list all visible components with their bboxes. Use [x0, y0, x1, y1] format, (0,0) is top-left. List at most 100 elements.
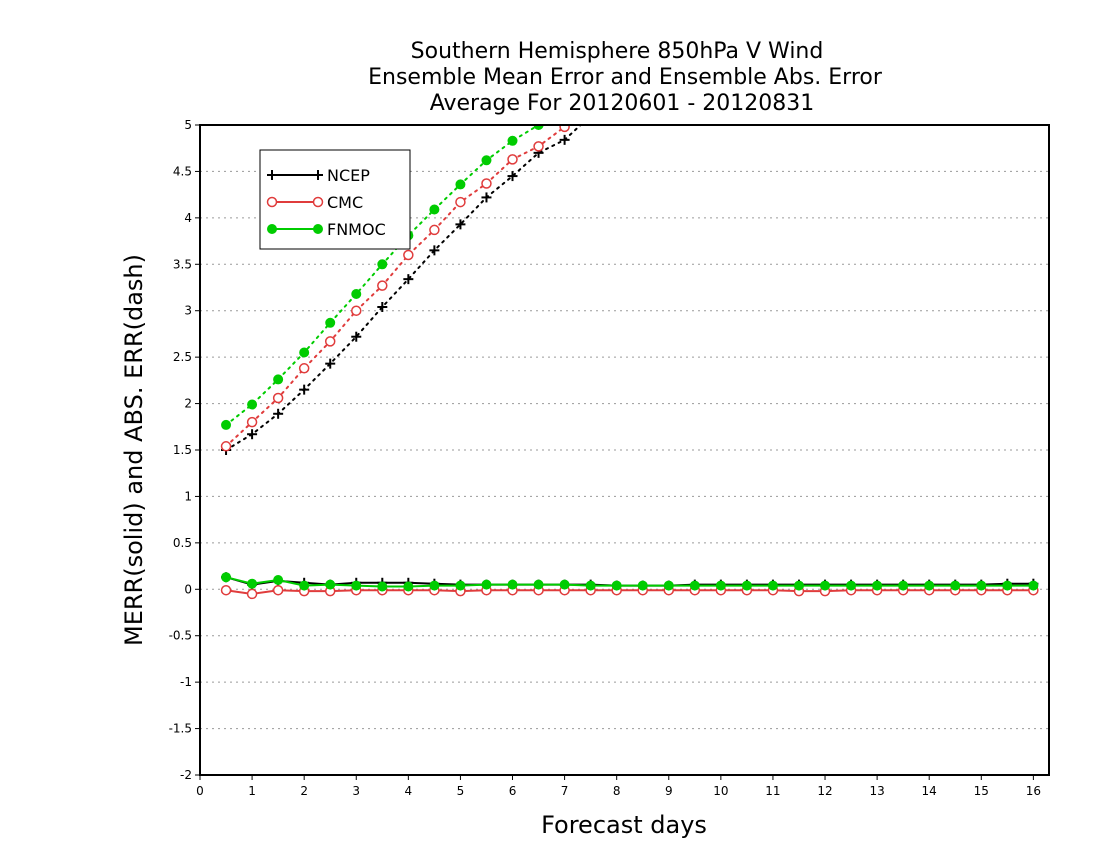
title-line-2: Ensemble Mean Error and Ensemble Abs. Er… — [368, 65, 883, 90]
cmc-mean-error-point — [220, 584, 232, 596]
fnmoc-mean-error-point — [273, 575, 284, 585]
cmc-abs-error-point — [324, 336, 336, 347]
cmc-abs-error-point — [246, 416, 258, 428]
y-tick-label: 1 — [184, 489, 192, 503]
x-tick-label: 0 — [196, 784, 204, 798]
legend-fnmoc-marker — [267, 224, 277, 234]
y-tick-label: -0.5 — [169, 629, 192, 643]
fnmoc-mean-error-point — [455, 580, 466, 591]
cmc-abs-error-point — [455, 196, 466, 208]
y-tick-label: 0 — [184, 582, 192, 596]
legend-fnmoc-marker — [313, 224, 323, 234]
y-tick-label: -1 — [180, 675, 192, 689]
fnmoc-mean-error-point — [221, 572, 232, 583]
fnmoc-mean-error-point — [637, 580, 648, 591]
fnmoc-mean-error-point — [377, 581, 388, 592]
y-tick-label: 1.5 — [173, 443, 192, 457]
fnmoc-mean-error-point — [924, 580, 935, 591]
legend-ncep-label: NCEP — [327, 166, 370, 185]
cmc-abs-error-point — [559, 125, 570, 133]
ncep-abs-error-point — [403, 274, 414, 285]
fnmoc-mean-error-point — [403, 581, 414, 592]
ncep-abs-error-point — [716, 0, 726, 9]
y-axis-ticks: 5 4.5 4 3.5 3 2.5 2 1.5 1 0.5 0 -0.5 -1 -1.5 -2 — [169, 118, 200, 782]
x-tick-label: 6 — [509, 784, 517, 798]
fnmoc-mean-error-point — [793, 580, 804, 591]
x-tick-label: 4 — [405, 784, 413, 798]
y-tick-label: 4.5 — [173, 164, 192, 178]
y-axis-label: MERR(solid) and ABS. ERR(dash) — [120, 254, 148, 646]
y-tick-label: 2.5 — [173, 350, 192, 364]
ncep-abs-error-point — [377, 302, 388, 312]
x-tick-label: 7 — [561, 784, 569, 798]
cmc-abs-error-point — [220, 441, 232, 452]
fnmoc-mean-error-point — [898, 580, 909, 591]
x-tick-label: 10 — [713, 784, 728, 798]
cmc-abs-error-point — [481, 178, 492, 189]
x-tick-label: 9 — [665, 784, 673, 798]
x-tick-label: 15 — [974, 784, 989, 798]
fnmoc-mean-error-point — [950, 580, 961, 591]
cmc-abs-error-point — [351, 305, 362, 316]
fnmoc-mean-error-point — [585, 580, 596, 591]
legend-cmc-marker — [266, 196, 278, 208]
fnmoc-abs-error-point — [351, 289, 362, 299]
ncep-abs-error-point — [351, 331, 362, 342]
fnmoc-abs-error-point — [455, 179, 466, 190]
cmc-abs-error-point — [403, 249, 414, 261]
legend-ncep-marker — [313, 170, 323, 180]
legend-ncep-marker — [267, 170, 277, 180]
fnmoc-mean-error-point — [429, 580, 440, 591]
y-tick-label: -2 — [180, 768, 192, 782]
y-tick-label: 0.5 — [173, 536, 192, 550]
x-tick-label: 3 — [352, 784, 360, 798]
fnmoc-mean-error-point — [533, 579, 544, 590]
fnmoc-abs-error-point — [481, 155, 492, 166]
fnmoc-abs-error-point — [325, 317, 336, 328]
y-tick-label: 3 — [184, 304, 192, 318]
legend-box — [259, 149, 411, 250]
ncep-abs-error-point — [429, 245, 440, 256]
cmc-abs-error-point — [298, 363, 310, 374]
fnmoc-mean-error-point — [481, 579, 492, 590]
fnmoc-abs-error-point — [377, 259, 388, 270]
cmc-mean-error-point — [272, 584, 284, 596]
x-tick-label: 14 — [922, 784, 937, 798]
cmc-abs-error-point — [272, 392, 284, 404]
y-tick-label: -1.5 — [169, 722, 192, 736]
fnmoc-mean-error-point — [715, 580, 726, 591]
fnmoc-mean-error-point — [846, 580, 857, 591]
gridlines — [200, 170, 1049, 730]
cmc-mean-error-point — [246, 588, 258, 600]
cmc-abs-error-point — [429, 224, 440, 236]
cmc-mean-error-line — [225, 589, 1034, 595]
y-tick-label: 5 — [184, 118, 192, 132]
fnmoc-abs-error-point — [664, 14, 673, 23]
x-tick-label: 1 — [248, 784, 256, 798]
x-axis-ticks: 0 1 2 3 4 5 6 7 8 9 10 11 12 13 14 15 16 — [196, 775, 1041, 798]
y-tick-label: 4 — [184, 211, 192, 225]
y-tick-label: 2 — [184, 397, 192, 411]
y-tick-label: 3.5 — [173, 257, 192, 271]
ncep-abs-error-point — [690, 18, 700, 28]
ncep-abs-error-point — [507, 171, 518, 182]
fnmoc-mean-error-point — [507, 579, 518, 590]
fnmoc-abs-error-point — [507, 135, 518, 146]
fnmoc-mean-error-point — [1028, 580, 1039, 591]
fnmoc-mean-error-point — [325, 579, 336, 590]
chart-title: Southern Hemisphere 850hPa V Wind Ensemb… — [368, 39, 883, 116]
fnmoc-mean-error-point — [559, 579, 570, 590]
fnmoc-mean-error-point — [872, 580, 883, 591]
plot-area — [220, 0, 1039, 600]
ncep-abs-error-point — [455, 219, 466, 230]
fnmoc-abs-error-point — [429, 204, 440, 215]
cmc-abs-error-point — [377, 280, 388, 291]
fnmoc-mean-error-point — [351, 580, 362, 591]
fnmoc-mean-error-point — [299, 580, 310, 591]
x-axis-label: Forecast days — [541, 811, 707, 839]
ncep-abs-error-point — [481, 192, 492, 203]
legend-cmc-marker — [312, 196, 324, 208]
fnmoc-mean-error-point — [247, 578, 258, 589]
cmc-abs-error-point — [507, 154, 518, 165]
